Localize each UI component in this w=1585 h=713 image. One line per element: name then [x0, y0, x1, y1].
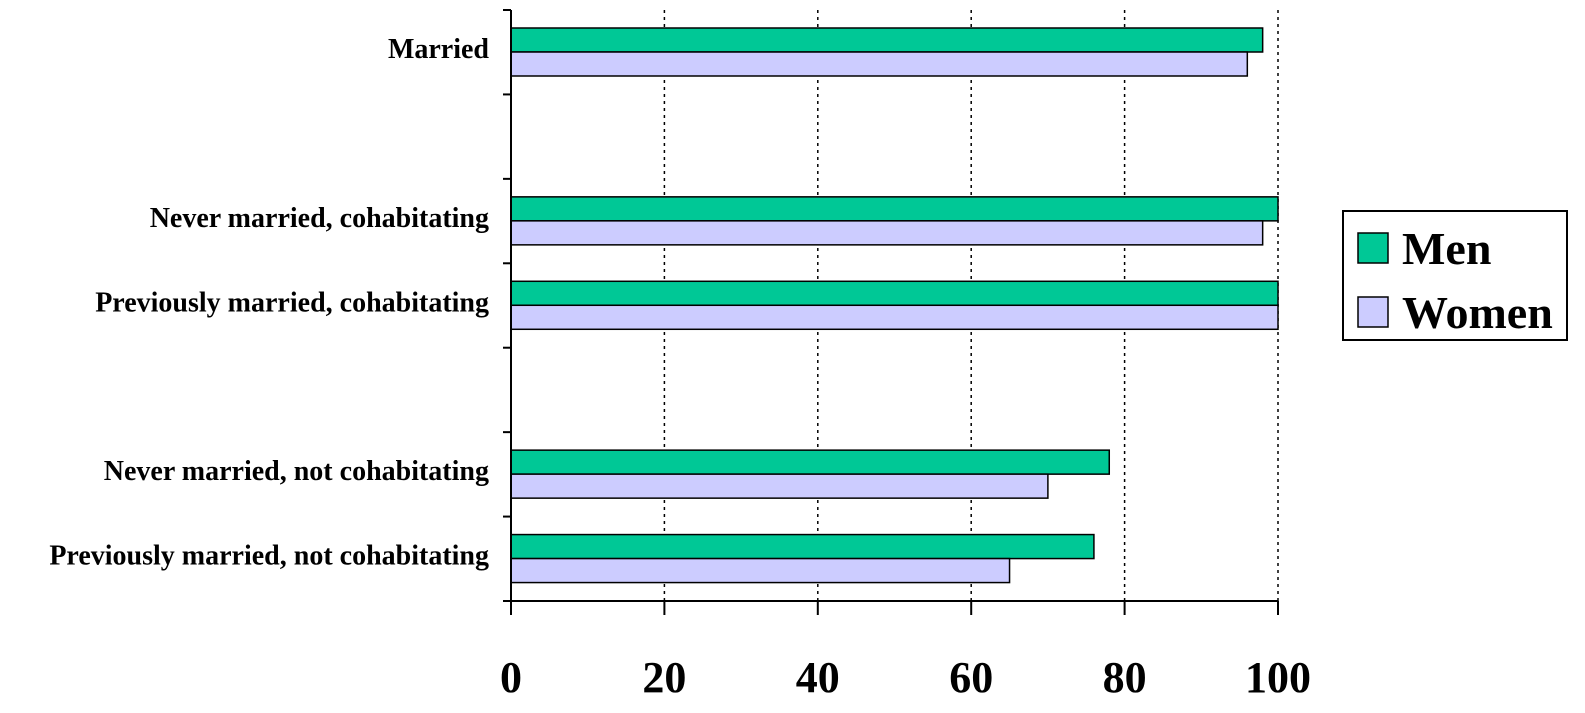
legend-label-men: Men: [1402, 223, 1491, 274]
bar-women-3: [510, 473, 1049, 499]
bar-men-2: [510, 280, 1279, 307]
legend-swatch-women: [1357, 296, 1389, 328]
x-tick-label: 60: [949, 653, 993, 702]
bar-women-4: [510, 557, 1011, 584]
x-tick-label: 40: [796, 653, 840, 702]
x-tick-label: 100: [1245, 653, 1311, 702]
category-label: Never married, cohabitating: [150, 203, 489, 234]
category-label: Never married, not cohabitating: [104, 456, 489, 487]
bar-men-1: [510, 196, 1279, 222]
category-label: Married: [388, 34, 489, 65]
category-label: Previously married, not cohabitating: [49, 541, 489, 572]
legend-label-women: Women: [1402, 287, 1553, 338]
category-label: Previously married, cohabitating: [95, 287, 489, 318]
bar-men-3: [510, 449, 1111, 475]
bar-men-0: [510, 27, 1264, 53]
legend-swatch-men: [1357, 232, 1389, 264]
bar-women-0: [510, 51, 1249, 77]
bar-men-4: [510, 533, 1095, 560]
x-tick-label: 20: [642, 653, 686, 702]
bar-women-1: [510, 220, 1264, 246]
x-tick-label: 0: [500, 653, 522, 702]
bar-women-2: [510, 304, 1279, 331]
x-tick-label: 80: [1103, 653, 1147, 702]
